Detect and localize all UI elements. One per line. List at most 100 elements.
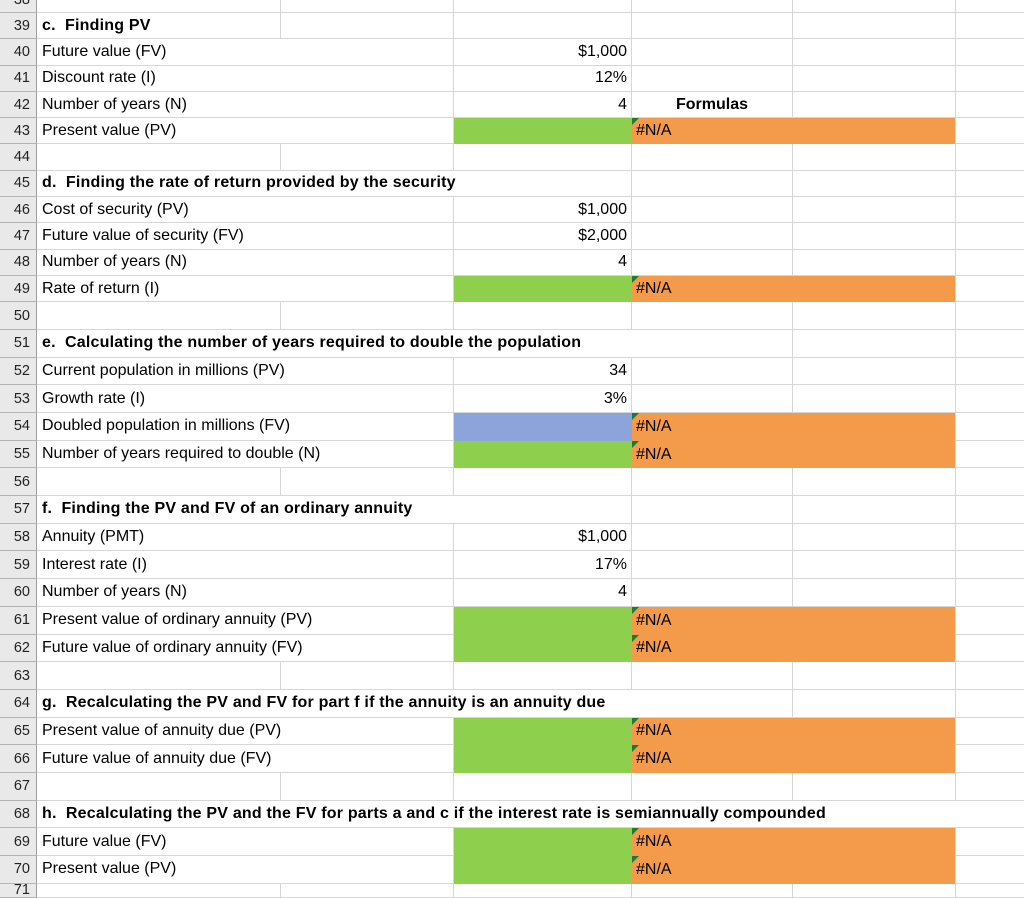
cell-d50[interactable] bbox=[632, 302, 793, 330]
cell-e41[interactable] bbox=[793, 65, 956, 92]
cell-f51[interactable] bbox=[956, 330, 1024, 358]
cell-a43-label[interactable]: Present value (PV) bbox=[37, 118, 454, 145]
cell-a40-label[interactable]: Future value (FV) bbox=[37, 39, 454, 66]
row-header-41[interactable]: 41 bbox=[0, 65, 37, 92]
cell-b39[interactable] bbox=[281, 13, 454, 40]
cell-c41-value[interactable]: 12% bbox=[454, 65, 632, 92]
cell-c62-input-green[interactable] bbox=[454, 634, 632, 663]
cell-a38[interactable] bbox=[37, 0, 281, 13]
cell-a62-label[interactable]: Future value of ordinary annuity (FV) bbox=[37, 634, 454, 663]
cell-e56[interactable] bbox=[793, 468, 956, 497]
row-header-47[interactable]: 47 bbox=[0, 223, 37, 250]
cell-f44[interactable] bbox=[956, 144, 1024, 171]
cell-d47[interactable] bbox=[632, 223, 793, 250]
cell-e39[interactable] bbox=[793, 13, 956, 40]
cell-a58-label[interactable]: Annuity (PMT) bbox=[37, 523, 454, 552]
cell-f65[interactable] bbox=[956, 718, 1024, 746]
cell-f69[interactable] bbox=[956, 828, 1024, 857]
cell-d39[interactable] bbox=[632, 13, 793, 40]
cell-f45[interactable] bbox=[956, 171, 1024, 198]
cell-a50[interactable] bbox=[37, 302, 281, 330]
row-header-40[interactable]: 40 bbox=[0, 39, 37, 66]
row-header-44[interactable]: 44 bbox=[0, 144, 37, 171]
cell-f60[interactable] bbox=[956, 579, 1024, 607]
cell-d40[interactable] bbox=[632, 39, 793, 66]
cell-d57[interactable] bbox=[632, 496, 793, 524]
cell-f61[interactable] bbox=[956, 607, 1024, 635]
cell-f47[interactable] bbox=[956, 223, 1024, 250]
cell-e38[interactable] bbox=[793, 0, 956, 13]
cell-e47[interactable] bbox=[793, 223, 956, 250]
section-header-39[interactable]: c. Finding PV bbox=[37, 13, 281, 40]
cell-f59[interactable] bbox=[956, 551, 1024, 580]
cell-c60-value[interactable]: 4 bbox=[454, 579, 632, 607]
cell-f41[interactable] bbox=[956, 66, 1024, 92]
row-header-43[interactable]: 43 bbox=[0, 118, 37, 145]
cell-e45[interactable] bbox=[793, 170, 956, 198]
cell-c44[interactable] bbox=[454, 144, 632, 171]
cell-d69-formula-result[interactable]: #N/A bbox=[632, 828, 956, 857]
cell-c43-input-green[interactable] bbox=[454, 118, 632, 145]
cell-c61-input-green[interactable] bbox=[454, 606, 632, 635]
cell-c66-input-green[interactable] bbox=[454, 745, 632, 773]
row-header-54[interactable]: 54 bbox=[0, 413, 37, 441]
cell-d44[interactable] bbox=[632, 144, 793, 171]
cell-a59-label[interactable]: Interest rate (I) bbox=[37, 551, 454, 580]
cell-a44[interactable] bbox=[37, 144, 281, 171]
cell-c38[interactable] bbox=[454, 0, 632, 13]
cell-d56[interactable] bbox=[632, 468, 793, 497]
cell-d71[interactable] bbox=[632, 883, 793, 898]
row-header-71[interactable]: 71 bbox=[0, 882, 37, 898]
cell-a48-label[interactable]: Number of years (N) bbox=[37, 249, 454, 276]
cell-a70-label[interactable]: Present value (PV) bbox=[37, 856, 454, 884]
cell-d67[interactable] bbox=[632, 772, 793, 801]
cell-a65-label[interactable]: Present value of annuity due (PV) bbox=[37, 717, 454, 746]
cell-c70-input-green[interactable] bbox=[454, 856, 632, 884]
cell-e60[interactable] bbox=[793, 579, 956, 607]
row-header-68[interactable]: 68 bbox=[0, 800, 37, 829]
cell-f66[interactable] bbox=[956, 745, 1024, 773]
cell-d45[interactable] bbox=[632, 170, 793, 198]
row-header-48[interactable]: 48 bbox=[0, 249, 37, 276]
row-header-39[interactable]: 39 bbox=[0, 13, 37, 40]
cell-a49-label[interactable]: Rate of return (I) bbox=[37, 275, 454, 303]
cell-a66-label[interactable]: Future value of annuity due (FV) bbox=[37, 745, 454, 773]
cell-f64[interactable] bbox=[956, 690, 1024, 718]
cell-d43-formula-result[interactable]: #N/A bbox=[632, 118, 956, 145]
cell-d49-formula-result[interactable]: #N/A bbox=[632, 275, 956, 303]
row-header-65[interactable]: 65 bbox=[0, 717, 37, 746]
row-header-61[interactable]: 61 bbox=[0, 606, 37, 635]
cell-e46[interactable] bbox=[793, 197, 956, 224]
cell-e58[interactable] bbox=[793, 523, 956, 552]
row-header-59[interactable]: 59 bbox=[0, 551, 37, 580]
cell-e52[interactable] bbox=[793, 357, 956, 386]
cell-c59-value[interactable]: 17% bbox=[454, 551, 632, 580]
cell-f49[interactable] bbox=[956, 276, 1024, 303]
cell-e50[interactable] bbox=[793, 302, 956, 330]
cell-a56[interactable] bbox=[37, 468, 281, 497]
row-header-58[interactable]: 58 bbox=[0, 523, 37, 552]
cell-b38[interactable] bbox=[281, 0, 454, 13]
row-header-50[interactable]: 50 bbox=[0, 302, 37, 330]
cell-d54-formula-result[interactable]: #N/A bbox=[632, 413, 956, 441]
cell-b67[interactable] bbox=[281, 772, 454, 801]
cell-d42-formulas-header[interactable]: Formulas bbox=[632, 91, 793, 119]
row-header-42[interactable]: 42 bbox=[0, 91, 37, 119]
cell-f67[interactable] bbox=[956, 773, 1024, 801]
cell-a47-label[interactable]: Future value of security (FV) bbox=[37, 223, 454, 250]
row-header-55[interactable]: 55 bbox=[0, 440, 37, 469]
row-header-49[interactable]: 49 bbox=[0, 275, 37, 303]
cell-e42[interactable] bbox=[793, 91, 956, 119]
cell-d61-formula-result[interactable]: #N/A bbox=[632, 606, 956, 635]
cell-d53[interactable] bbox=[632, 385, 793, 414]
cell-b56[interactable] bbox=[281, 468, 454, 497]
section-header-68[interactable]: h. Recalculating the PV and the FV for p… bbox=[37, 801, 1024, 829]
cell-c48-value[interactable]: 4 bbox=[454, 249, 632, 276]
cell-e53[interactable] bbox=[793, 385, 956, 414]
cell-c39[interactable] bbox=[454, 13, 632, 40]
cell-d59[interactable] bbox=[632, 551, 793, 580]
cell-d65-formula-result[interactable]: #N/A bbox=[632, 717, 956, 746]
row-header-66[interactable]: 66 bbox=[0, 745, 37, 773]
cell-b50[interactable] bbox=[281, 302, 454, 330]
row-header-56[interactable]: 56 bbox=[0, 468, 37, 497]
